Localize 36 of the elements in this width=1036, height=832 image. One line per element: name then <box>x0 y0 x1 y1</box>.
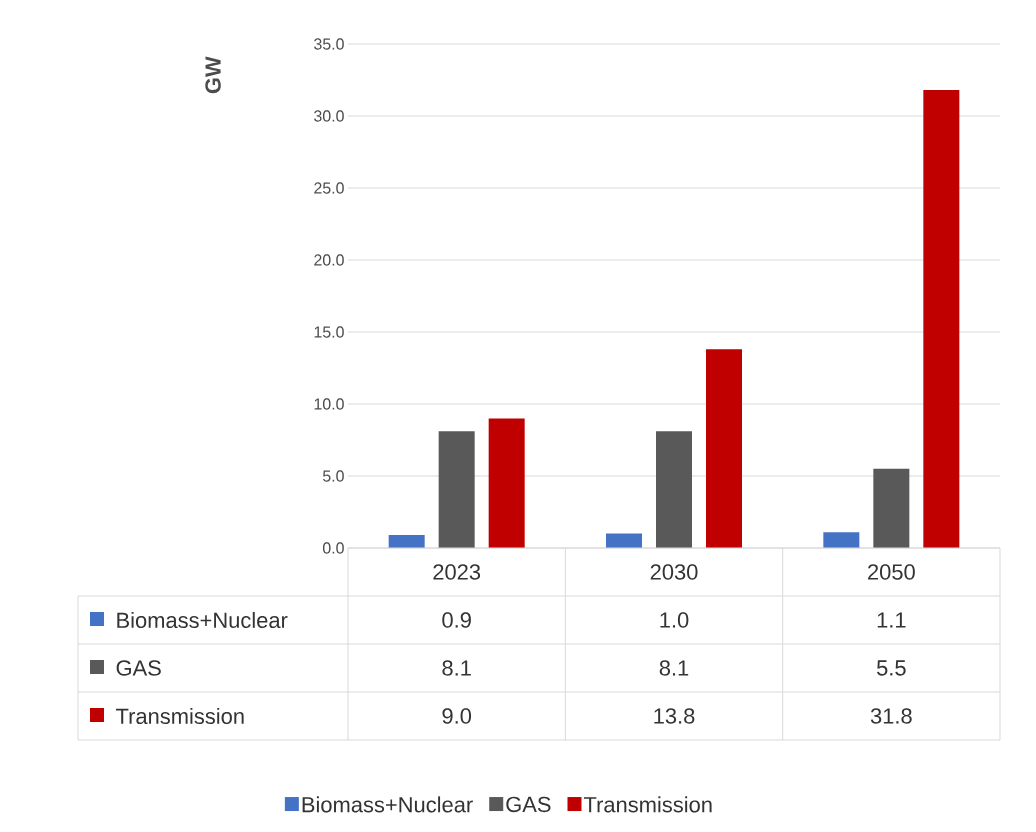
bar <box>706 349 743 549</box>
y-tick-label: 30.0 <box>314 110 344 122</box>
data-label: 1.1 <box>877 612 906 628</box>
y-tick-label: 25.0 <box>314 182 344 194</box>
bar <box>488 418 525 549</box>
y-tick-label: 0.0 <box>322 542 344 554</box>
bar <box>873 468 910 549</box>
data-label: 1.0 <box>660 612 689 628</box>
data-label: 8.1 <box>442 660 471 676</box>
bar <box>656 431 693 549</box>
y-tick-label: 35.0 <box>314 38 344 50</box>
y-axis-title: GW <box>205 56 221 94</box>
y-tick-label: 15.0 <box>314 326 344 338</box>
data-label: 31.8 <box>870 708 912 724</box>
data-label: 13.8 <box>654 708 695 724</box>
bar <box>823 532 860 549</box>
text: Transmission <box>116 707 244 725</box>
text: GAS <box>116 660 161 676</box>
bar <box>438 431 475 549</box>
data-label: 5.5 <box>876 660 906 676</box>
y-tick-label: 5.0 <box>322 470 344 482</box>
legend-label: GAS <box>506 796 551 813</box>
x-tick-label: 2030 <box>650 564 698 580</box>
text: Biomass+Nuclear <box>302 796 473 813</box>
bar <box>923 90 960 549</box>
data-label: 9.0 <box>442 708 472 724</box>
data-label: 0.9 <box>442 612 471 628</box>
x-tick-label: 2050 <box>868 564 915 580</box>
y-tick-label: 20.0 <box>314 254 344 266</box>
data-label: 8.1 <box>659 660 689 676</box>
y-tick-label: 10.0 <box>314 398 344 410</box>
x-tick-label: 2023 <box>433 564 481 580</box>
legend-label: Biomass+Nuclear <box>117 611 288 629</box>
bar <box>606 533 643 549</box>
legend-label: Transmission <box>583 796 712 813</box>
bar <box>388 535 425 549</box>
